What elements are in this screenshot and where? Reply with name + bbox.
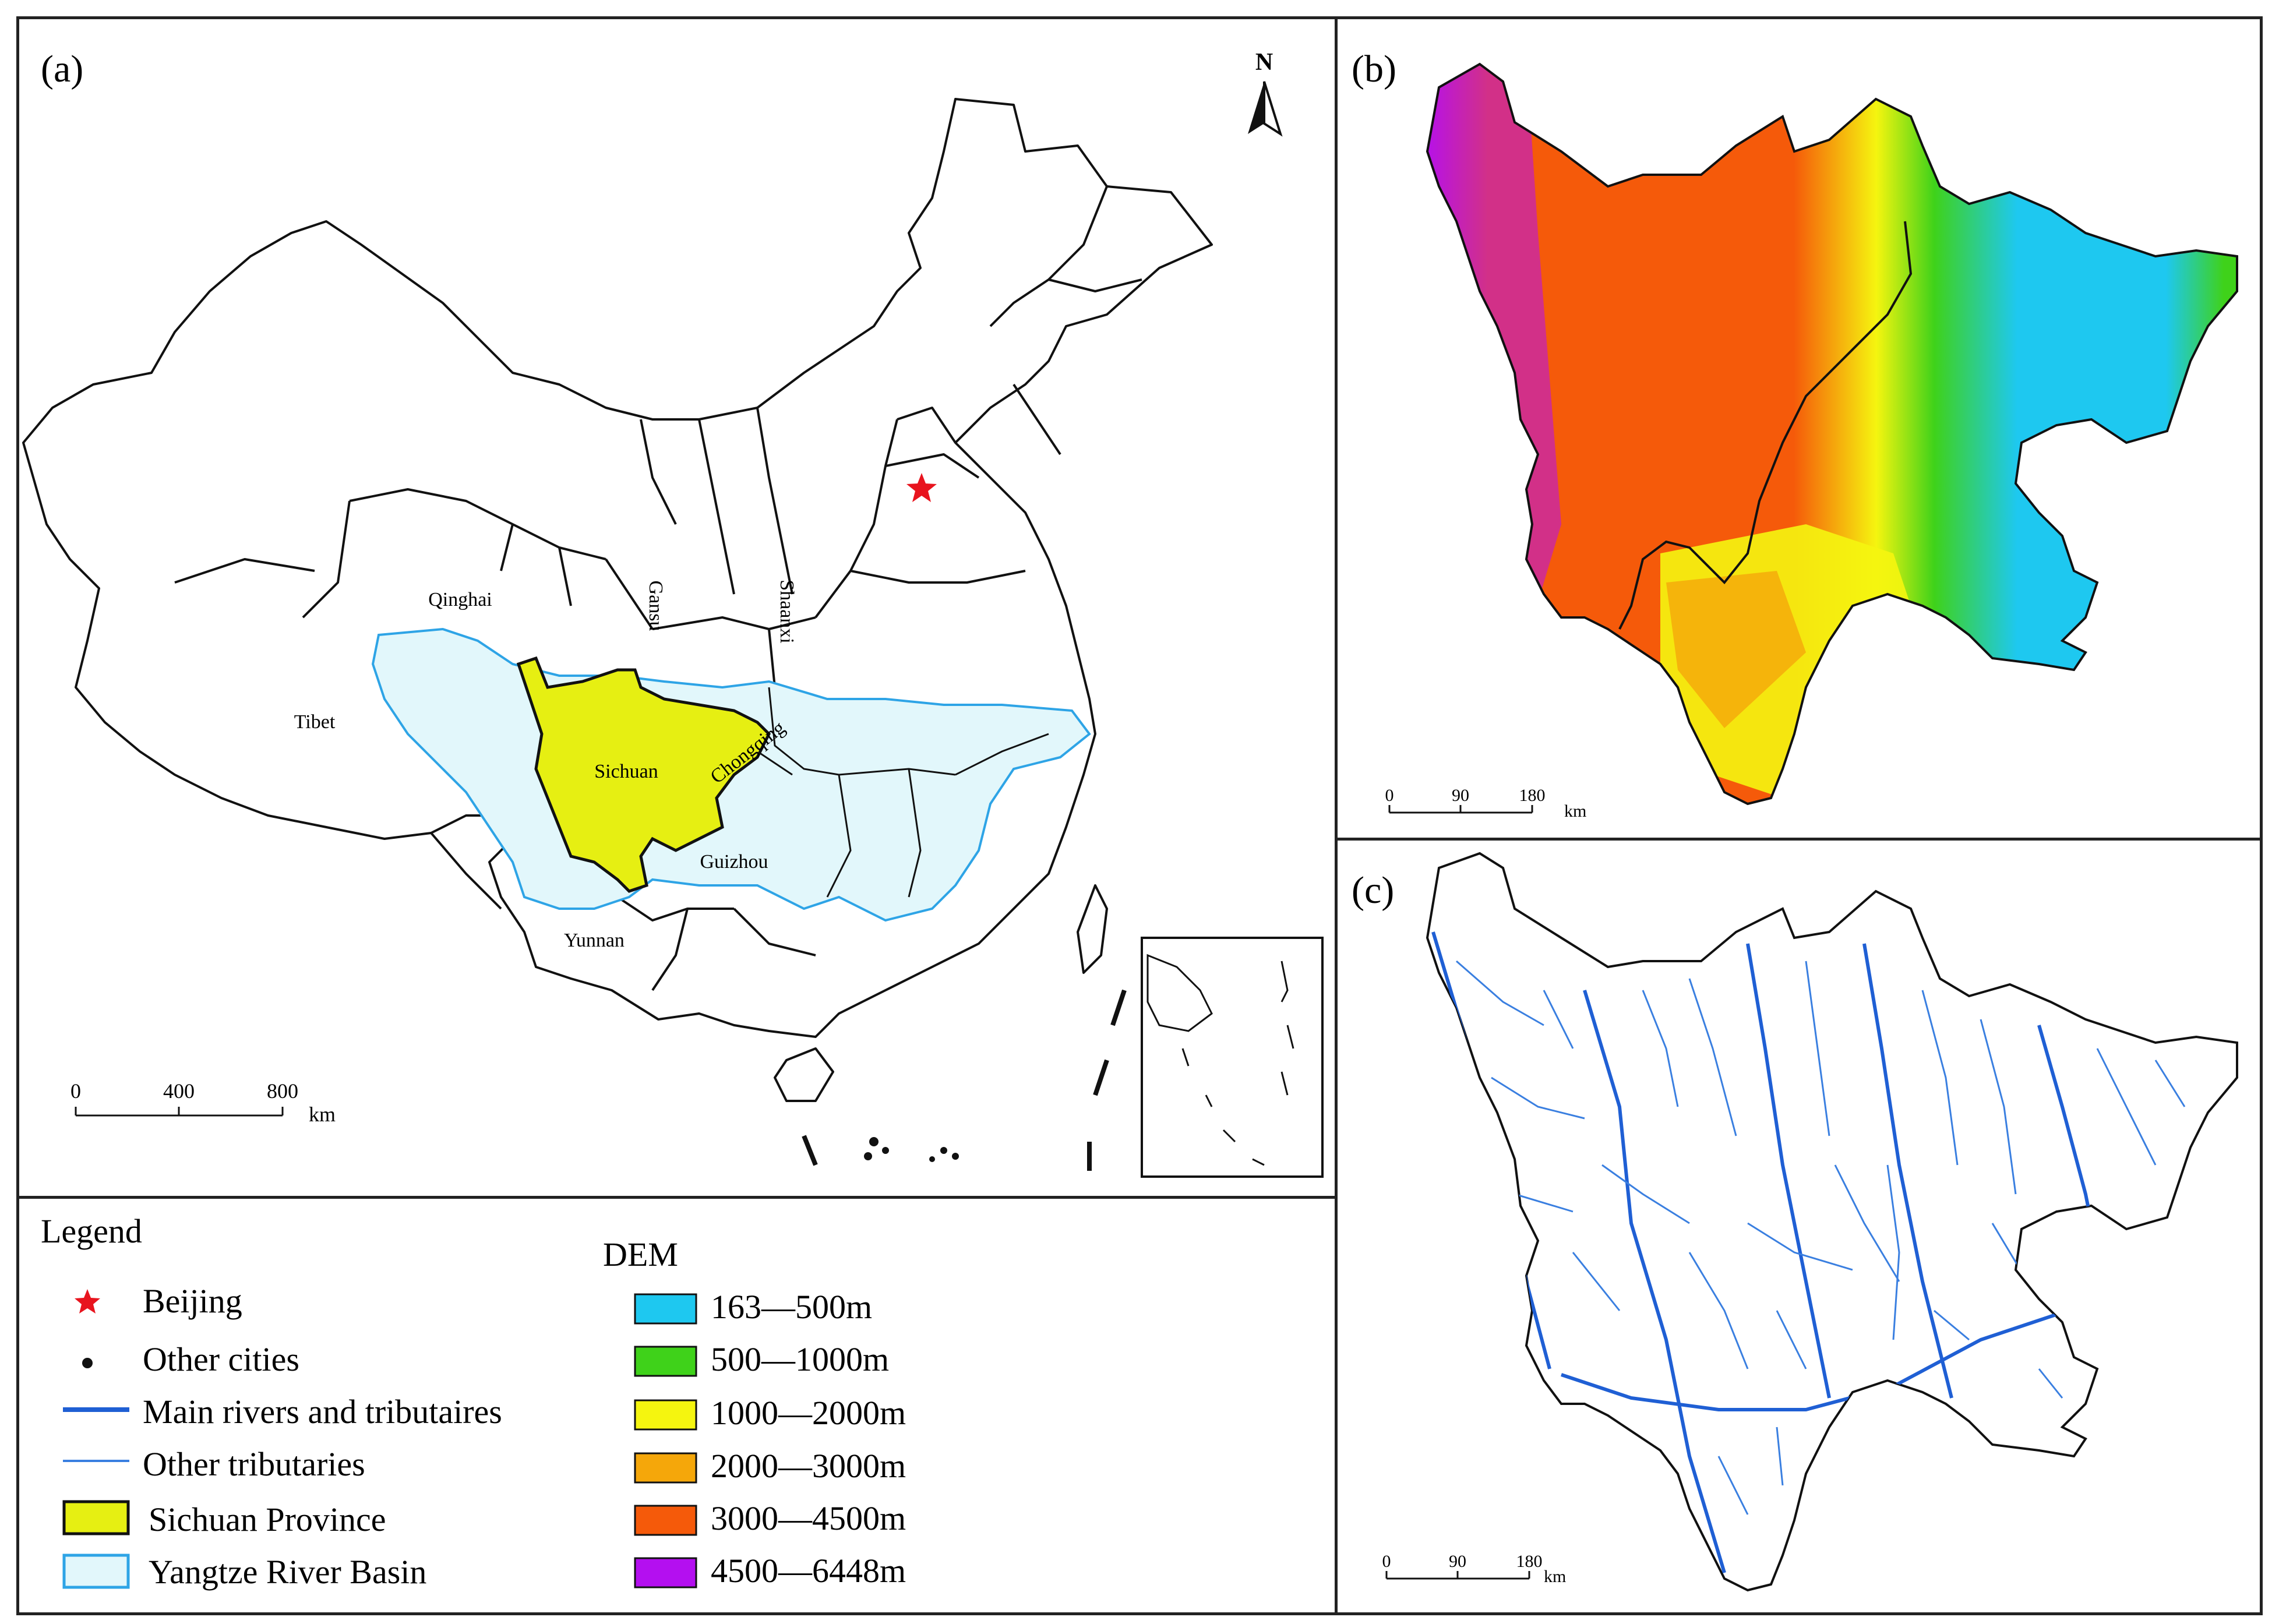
legend-item-sichuan: Sichuan Province (149, 1501, 386, 1538)
svg-text:800: 800 (267, 1079, 298, 1103)
legend-title: Legend (41, 1212, 142, 1250)
china-outline (22, 98, 1213, 1038)
legend-basin-swatch (62, 1554, 130, 1589)
dem-swatch-3 (634, 1399, 697, 1431)
label-yunnan: Yunnan (564, 930, 625, 951)
china-map (22, 98, 1213, 1102)
dem-swatch-2 (634, 1346, 697, 1377)
taiwan-island (1077, 884, 1108, 974)
svg-text:km: km (1564, 802, 1586, 821)
scalebar-a (75, 1107, 284, 1117)
sichuan-outline-c (1426, 852, 2238, 1592)
dem-item-6: 4500—6448m (711, 1552, 906, 1590)
basin-province-lines (687, 687, 1049, 898)
svg-text:km: km (1544, 1567, 1566, 1586)
panel-b-label: (b) (1352, 48, 1396, 90)
svg-text:90: 90 (1449, 1552, 1466, 1571)
svg-text:0: 0 (70, 1079, 81, 1103)
dem-item-5: 3000—4500m (711, 1499, 906, 1537)
scalebar-b-labels: 0 90 180 km (1385, 786, 1587, 821)
nine-dash-line (802, 989, 1127, 1171)
svg-text:0: 0 (1382, 1552, 1391, 1571)
dem-title: DEM (603, 1235, 678, 1273)
legend-symbols (62, 1289, 130, 1589)
scalebar-b (1388, 805, 1533, 814)
hainan-island (774, 1047, 834, 1102)
dem-item-1: 163—500m (711, 1288, 873, 1326)
dem-swatch-5 (634, 1505, 697, 1536)
south-china-sea-inset (1141, 937, 1324, 1178)
label-sichuan: Sichuan (594, 761, 658, 782)
label-gansu: Gansu (645, 581, 666, 631)
north-arrow (1248, 81, 1283, 137)
dem-raster (1427, 64, 2237, 804)
label-tibet: Tibet (294, 711, 336, 733)
svg-text:0: 0 (1385, 786, 1394, 805)
legend-item-other-cities: Other cities (143, 1340, 299, 1378)
dem-swatch-4 (634, 1452, 697, 1484)
dem-swatch-1 (634, 1293, 697, 1325)
islands (864, 1137, 959, 1162)
svg-text:km: km (309, 1103, 336, 1126)
legend-item-basin: Yangtze River Basin (149, 1553, 427, 1591)
legend-item-other-tributaries: Other tributaries (143, 1445, 365, 1483)
dem-swatches (634, 1293, 697, 1588)
sichuan-province (516, 656, 771, 893)
sichuan-outline-b (1426, 62, 2238, 806)
panel-a-label: (a) (41, 48, 83, 90)
legend-beijing-star (75, 1289, 100, 1314)
beijing-star-marker (906, 473, 937, 502)
legend-sichuan-swatch (62, 1500, 130, 1535)
svg-text:90: 90 (1452, 786, 1469, 805)
scalebar-c (1385, 1571, 1530, 1580)
legend-city-dot (82, 1358, 93, 1368)
inset-content (1146, 954, 1294, 1166)
north-label: N (1255, 49, 1273, 76)
legend-item-beijing: Beijing (143, 1282, 242, 1320)
scalebar-a-labels: 0 400 800 km (70, 1079, 336, 1126)
dem-item-4: 2000—3000m (711, 1447, 906, 1485)
scalebar-c-labels: 0 90 180 km (1382, 1552, 1567, 1586)
legend-item-main-rivers: Main rivers and tributaires (143, 1393, 502, 1431)
svg-text:180: 180 (1516, 1552, 1543, 1571)
basin-divide-line (1618, 221, 1913, 630)
panel-c-frame (1335, 838, 2263, 1615)
label-shaanxi: Shaanxi (776, 580, 798, 644)
dem-swatch-6 (634, 1557, 697, 1588)
label-qinghai: Qinghai (428, 589, 492, 610)
svg-text:180: 180 (1519, 786, 1546, 805)
label-guizhou: Guizhou (700, 851, 768, 873)
dem-item-3: 1000—2000m (711, 1394, 906, 1432)
other-tributaries (1456, 960, 2186, 1515)
svg-text:400: 400 (163, 1079, 195, 1103)
panel-c-label: (c) (1352, 869, 1394, 912)
dem-item-2: 500—1000m (711, 1340, 890, 1378)
